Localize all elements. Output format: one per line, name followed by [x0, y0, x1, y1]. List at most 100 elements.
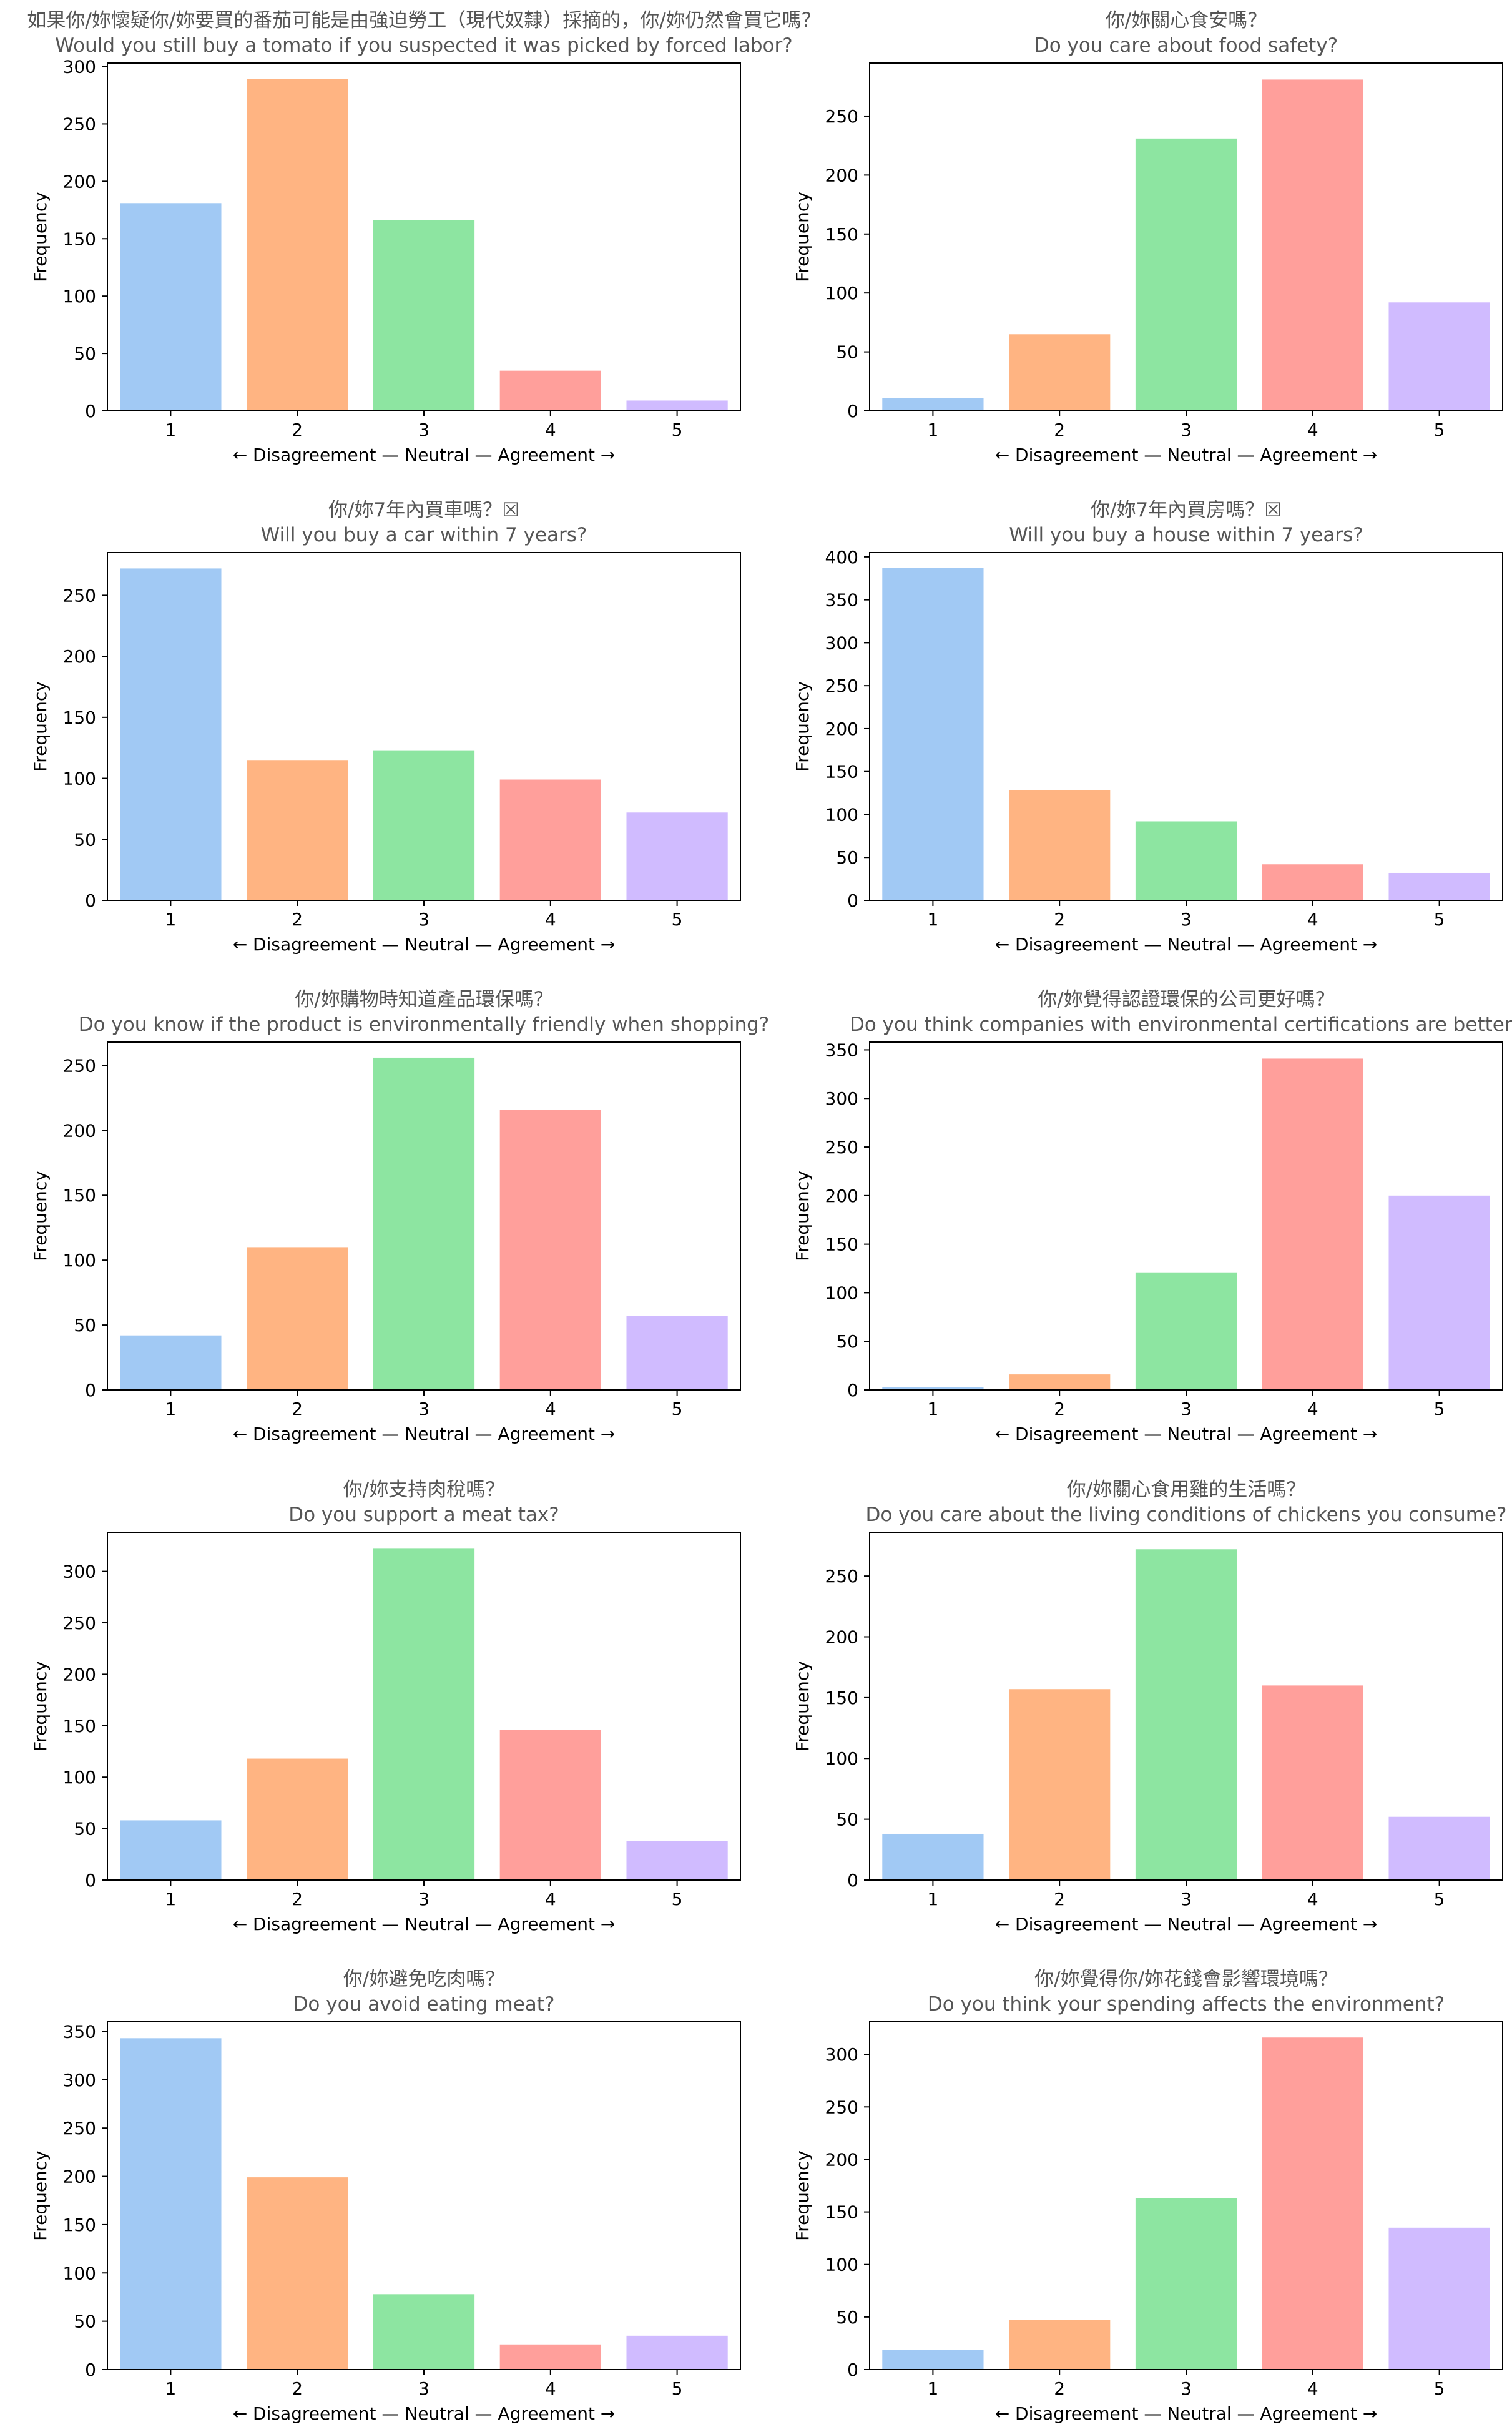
- y-tick-label: 100: [63, 286, 96, 307]
- y-tick-label: 50: [836, 1331, 858, 1352]
- x-tick-label: 5: [672, 1399, 683, 1419]
- y-tick-label: 250: [63, 1055, 96, 1076]
- bar-4: [499, 370, 601, 411]
- y-tick-label: 250: [825, 676, 858, 696]
- chart-title-zh: 你/妳關心食用雞的生活嗎？: [1067, 1479, 1305, 1501]
- y-tick-label: 100: [825, 804, 858, 825]
- chart-title-zh: 如果你/妳懷疑你/妳要買的番茄可能是由強迫勞工（現代奴隸）採摘的，你/妳仍然會買…: [27, 9, 820, 32]
- x-tick-label: 1: [927, 2378, 938, 2399]
- x-tick-label: 5: [672, 1889, 683, 1909]
- y-tick-label: 0: [847, 1380, 858, 1401]
- bar-1: [882, 2350, 984, 2370]
- y-tick-label: 50: [74, 829, 96, 850]
- bar-5: [1388, 1195, 1490, 1390]
- chart-5: 你/妳購物時知道產品環保嗎？Do you know if the product…: [30, 988, 769, 1444]
- chart-9: 你/妳避免吃肉嗎？Do you avoid eating meat? 0 50 100…: [30, 1968, 741, 2424]
- y-tick-label: 150: [63, 1185, 96, 1206]
- x-tick-label: 5: [1434, 420, 1445, 440]
- x-axis-label: ← Disagreement — Neutral — Agreement →: [233, 1914, 616, 1934]
- bar-5: [1388, 302, 1490, 411]
- y-tick-label: 0: [847, 1870, 858, 1891]
- x-tick-label: 5: [1434, 1399, 1445, 1419]
- chart-title-en: Do you support a meat tax?: [288, 1504, 559, 1526]
- bar-3: [373, 1548, 475, 1880]
- x-tick-label: 5: [672, 420, 683, 440]
- y-tick-label: 300: [63, 57, 96, 77]
- y-tick-label: 150: [63, 1716, 96, 1736]
- bar-3: [373, 750, 475, 900]
- y-tick-label: 0: [85, 890, 96, 911]
- x-tick-label: 2: [292, 909, 303, 930]
- bar-5: [1388, 1816, 1490, 1880]
- x-tick-label: 3: [1181, 420, 1192, 440]
- y-axis-label: Frequency: [792, 192, 813, 282]
- y-axis-label: Frequency: [792, 2150, 813, 2241]
- bar-2: [247, 1758, 348, 1880]
- x-tick-label: 5: [1434, 2378, 1445, 2399]
- y-tick-label: 0: [847, 890, 858, 911]
- y-tick-label: 150: [825, 1688, 858, 1708]
- bar-2: [247, 1247, 348, 1390]
- x-tick-label: 1: [165, 909, 176, 930]
- y-axis-label: Frequency: [792, 681, 813, 772]
- x-tick-label: 1: [165, 2378, 176, 2399]
- bar-1: [882, 1387, 984, 1390]
- y-tick-label: 250: [63, 114, 96, 134]
- chart-title-en: Do you know if the product is environmen…: [79, 1013, 770, 1036]
- bar-4: [1262, 1685, 1363, 1880]
- bar-3: [1135, 2198, 1237, 2370]
- y-tick-label: 200: [63, 1120, 96, 1141]
- x-tick-label: 1: [165, 1889, 176, 1909]
- chart-title-en: Do you think your spending affects the e…: [928, 1993, 1445, 2016]
- x-tick-label: 4: [545, 2378, 556, 2399]
- bar-5: [1388, 2227, 1490, 2370]
- chart-7: 你/妳支持肉稅嗎？ Do you support a meat tax? 0 50 10…: [30, 1479, 741, 1934]
- y-tick-label: 150: [825, 224, 858, 245]
- y-tick-label: 200: [825, 1186, 858, 1206]
- bar-1: [120, 1820, 222, 1880]
- x-tick-label: 3: [418, 909, 430, 930]
- chart-title-zh: 你/妳7年內買車嗎？☒: [328, 499, 519, 521]
- x-tick-label: 1: [165, 420, 176, 440]
- chart-title-zh: 你/妳避免吃肉嗎？: [343, 1968, 504, 1991]
- y-tick-label: 200: [63, 171, 96, 192]
- x-tick-label: 5: [1434, 1889, 1445, 1909]
- x-axis-label: ← Disagreement — Neutral — Agreement →: [995, 1424, 1378, 1444]
- bar-3: [373, 1057, 475, 1390]
- x-tick-label: 2: [1054, 1889, 1065, 1909]
- y-tick-label: 0: [847, 401, 858, 421]
- y-tick-label: 100: [63, 2263, 96, 2283]
- x-tick-label: 2: [1054, 420, 1065, 440]
- y-tick-label: 50: [74, 2311, 96, 2332]
- bar-1: [120, 203, 222, 411]
- bar-1: [882, 1833, 984, 1880]
- y-axis-label: Frequency: [30, 192, 51, 282]
- bar-1: [882, 568, 984, 900]
- missing-glyph-box: ☒: [1264, 499, 1282, 521]
- y-tick-label: 0: [847, 2360, 858, 2380]
- x-axis-label: ← Disagreement — Neutral — Agreement →: [995, 934, 1378, 955]
- chart-4: 你/妳7年內買房嗎？☒ Will you buy a house within 7…: [792, 499, 1503, 955]
- x-tick-label: 1: [927, 909, 938, 930]
- bar-4: [1262, 1058, 1363, 1390]
- bar-4: [499, 1730, 601, 1880]
- x-axis-label: ← Disagreement — Neutral — Agreement →: [995, 445, 1378, 465]
- y-tick-label: 50: [836, 1809, 858, 1830]
- bar-1: [120, 568, 222, 900]
- y-axis-label: Frequency: [30, 1171, 51, 1261]
- y-tick-label: 200: [825, 719, 858, 739]
- x-tick-label: 3: [1181, 1889, 1192, 1909]
- chart-title-en: Do you care about food safety?: [1034, 34, 1338, 57]
- y-tick-label: 200: [825, 2149, 858, 2170]
- y-tick-label: 250: [825, 2097, 858, 2117]
- bar-2: [1009, 790, 1111, 900]
- y-tick-label: 0: [85, 1870, 96, 1891]
- bar-5: [626, 400, 728, 411]
- x-tick-label: 2: [1054, 909, 1065, 930]
- y-axis-label: Frequency: [30, 2150, 51, 2241]
- chart-title-zh: 你/妳7年內買房嗎？☒: [1091, 499, 1282, 521]
- chart-6: 你/妳覺得認證環保的公司更好嗎？Do you think companies w…: [792, 988, 1512, 1444]
- y-tick-label: 50: [74, 343, 96, 364]
- y-tick-label: 50: [74, 1315, 96, 1336]
